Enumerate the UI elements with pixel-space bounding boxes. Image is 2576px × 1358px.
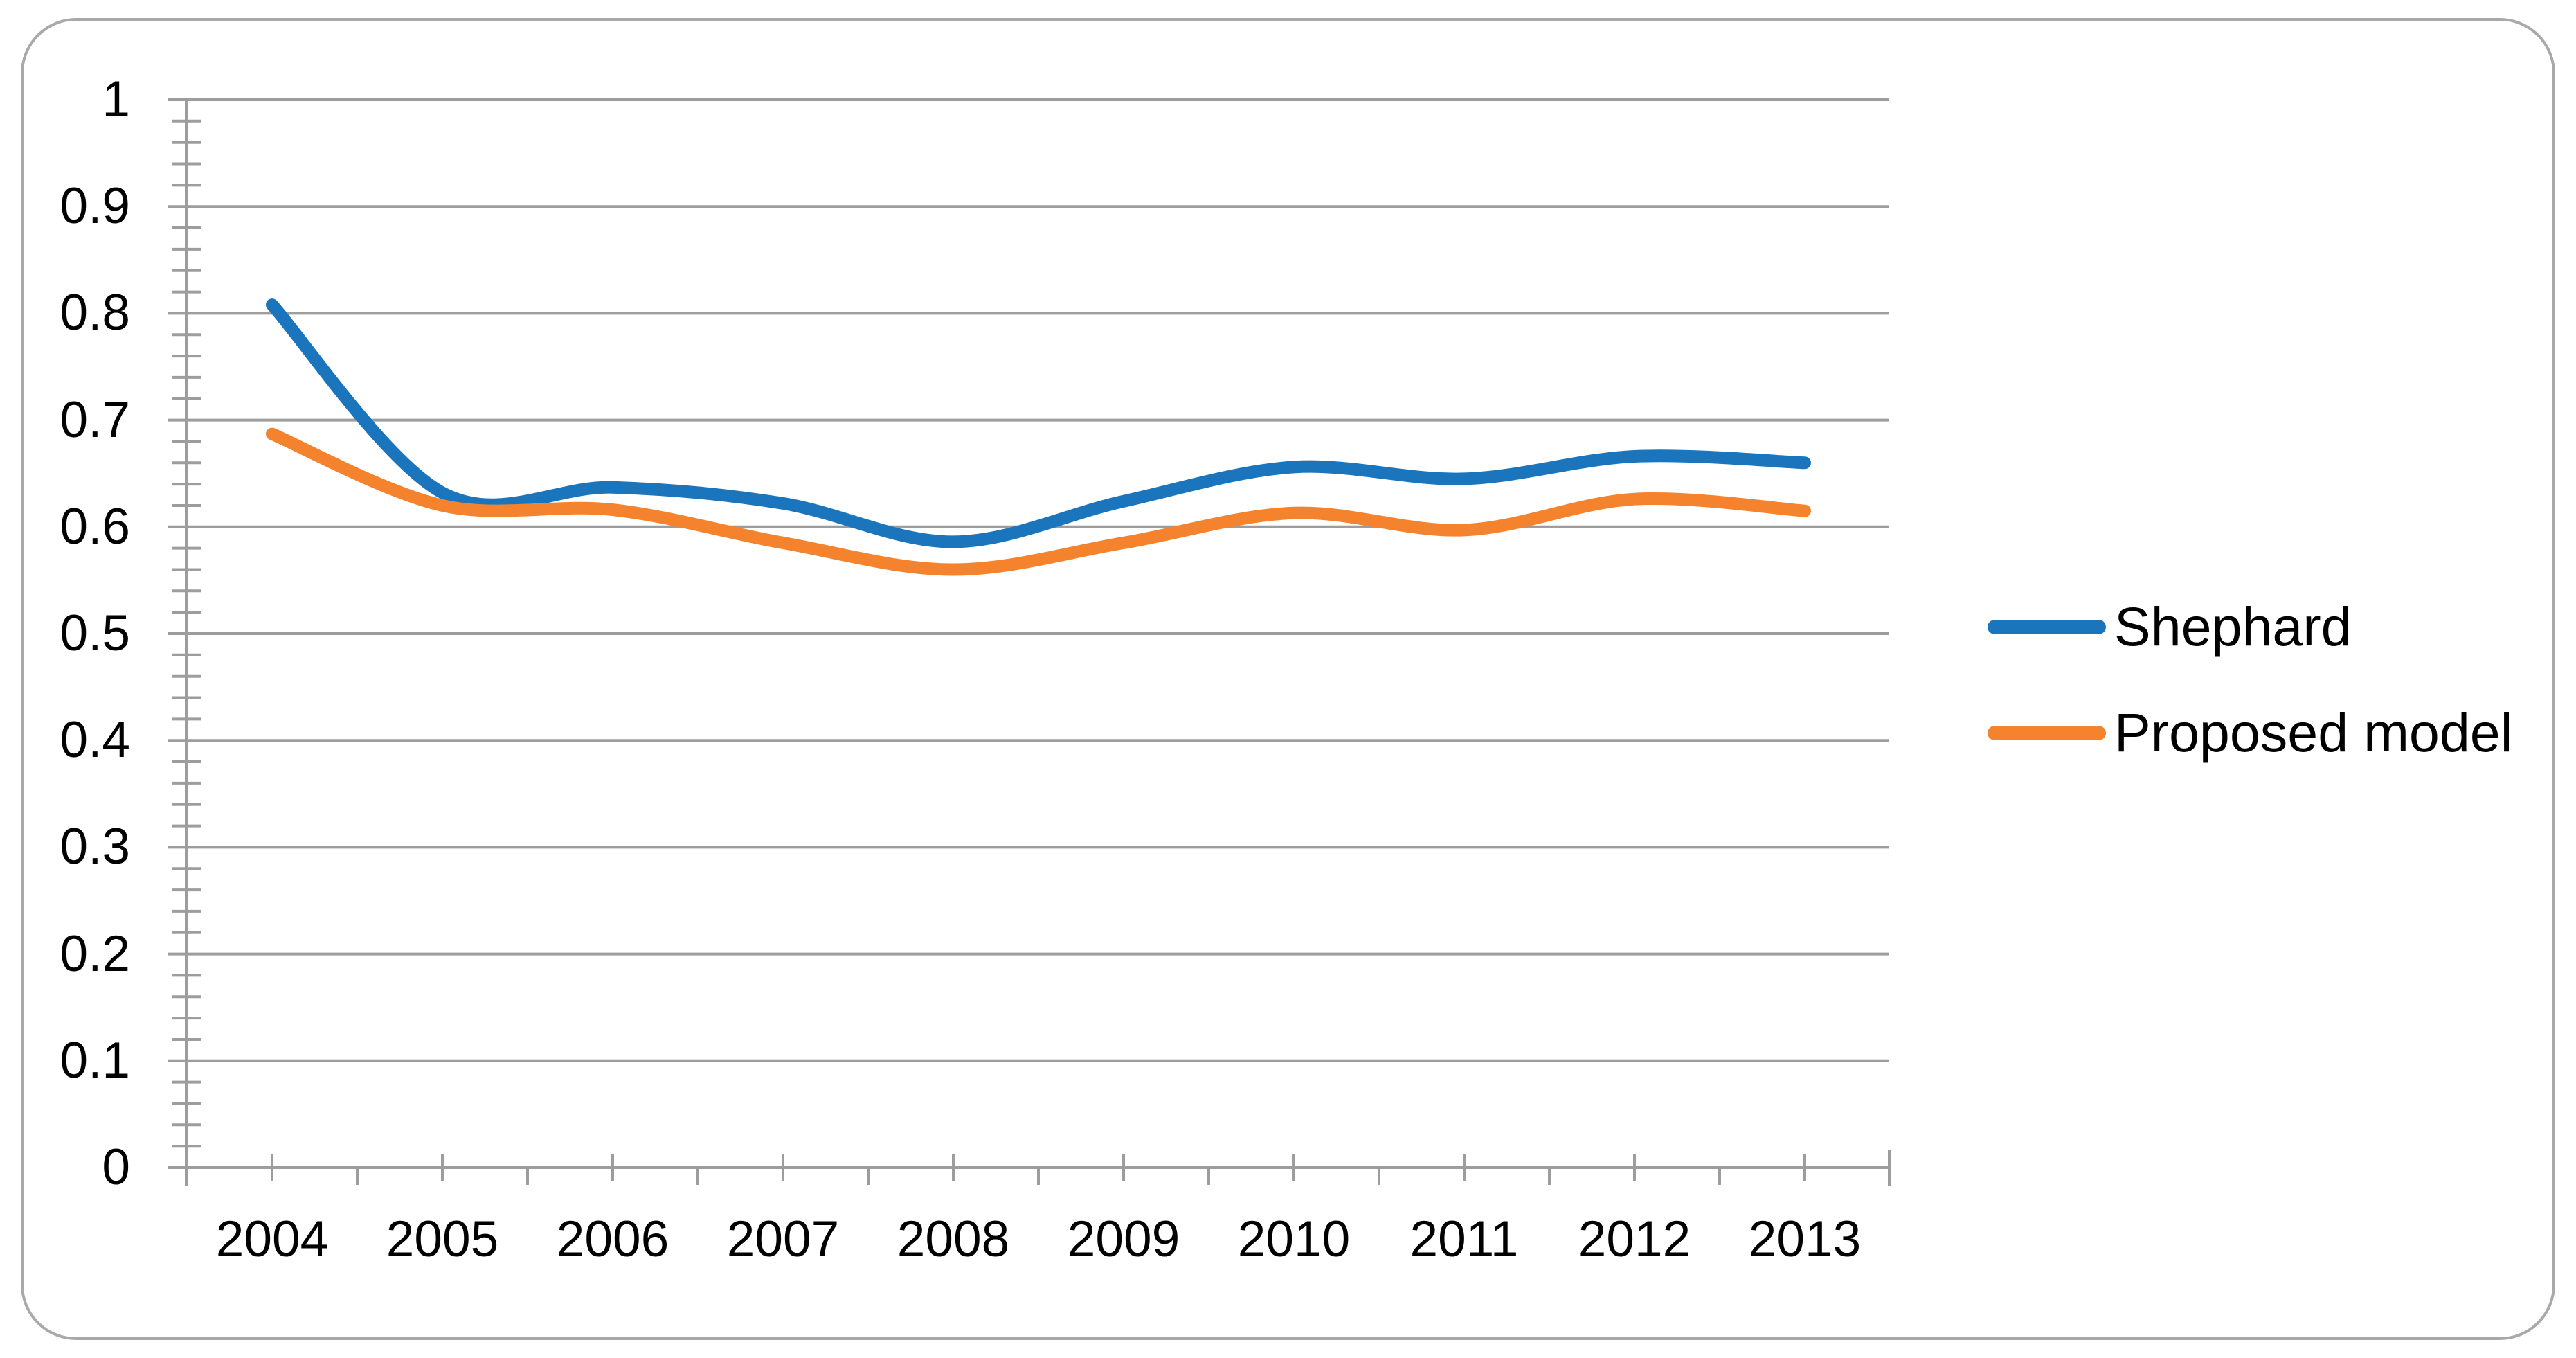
x-tick-label: 2011 xyxy=(1409,1211,1519,1267)
x-tick-label: 2004 xyxy=(215,1211,329,1267)
y-tick-label: 0.2 xyxy=(60,925,130,982)
x-tick-label: 2013 xyxy=(1748,1211,1862,1267)
y-tick-label: 0.8 xyxy=(60,285,130,341)
x-tick-label: 2012 xyxy=(1578,1211,1691,1267)
y-tick-label: 0.3 xyxy=(60,819,130,875)
y-tick-label: 0.9 xyxy=(60,178,130,235)
legend-item-proposed-model: Proposed model xyxy=(1988,702,2512,764)
legend-line-swatch-proposed-model xyxy=(1988,725,2106,740)
figure-border xyxy=(21,18,2555,1340)
legend-label-shephard: Shephard xyxy=(2114,596,2352,657)
y-tick-label: 0.1 xyxy=(60,1032,130,1089)
legend-line-swatch-shephard xyxy=(1988,619,2106,634)
y-tick-label: 0.7 xyxy=(60,391,130,448)
y-tick-label: 0 xyxy=(102,1139,130,1195)
y-tick-label: 0.4 xyxy=(60,712,130,769)
y-tick-label: 0.6 xyxy=(60,498,130,555)
y-tick-label: 1 xyxy=(102,71,130,127)
legend-item-shephard: Shephard xyxy=(1988,596,2352,658)
x-tick-label: 2009 xyxy=(1067,1211,1180,1267)
x-tick-label: 2005 xyxy=(386,1211,499,1267)
y-tick-label: 0.5 xyxy=(60,605,130,661)
x-tick-label: 2006 xyxy=(556,1211,669,1267)
x-tick-label: 2007 xyxy=(726,1211,840,1267)
x-tick-label: 2010 xyxy=(1237,1211,1351,1267)
legend-label-proposed-model: Proposed model xyxy=(2114,702,2513,763)
x-tick-label: 2008 xyxy=(897,1211,1010,1267)
